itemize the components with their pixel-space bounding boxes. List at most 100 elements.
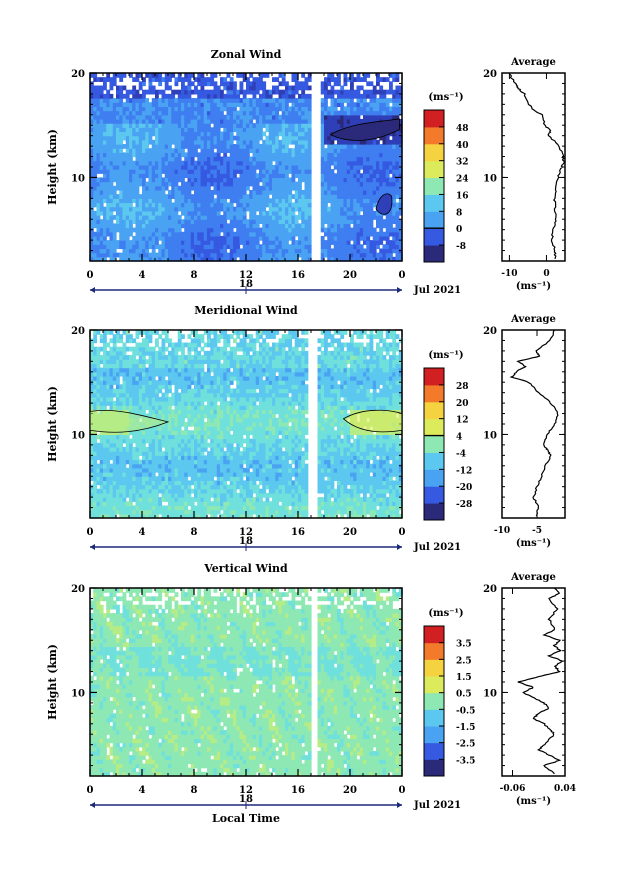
heatmap-cell [135,198,140,204]
heatmap-cell [151,371,156,377]
heatmap-cell [350,110,354,116]
heatmap-cell [366,160,371,166]
heatmap-cell [158,384,163,390]
heatmap-cell [398,244,403,250]
heatmap-cell [174,223,179,229]
heatmap-cell [262,198,267,204]
heatmap-cell [103,346,107,352]
heatmap-cell [129,215,133,220]
heatmap-cell [262,98,267,103]
heatmap-cell [171,131,176,137]
heatmap-cell [379,93,384,99]
heatmap-cell [174,206,179,212]
heatmap-cell [119,223,124,229]
heatmap-cell [307,202,312,208]
heatmap-cell [210,177,215,183]
heatmap-cell [109,118,114,124]
heatmap-cell [145,371,150,377]
heatmap-cell [281,198,286,204]
heatmap-cell [356,77,361,82]
heatmap-cell [307,173,312,179]
heatmap-cell [148,181,153,187]
heatmap-cell [298,244,302,250]
heatmap-cell [135,118,140,124]
heatmap-cell [359,235,364,241]
heatmap-cell [168,110,172,116]
heatmap-cell [138,148,143,153]
heatmap-cell [265,240,270,245]
heatmap-cell [145,350,150,356]
heatmap-cell [129,363,133,369]
heatmap-cell [392,139,397,145]
heatmap-cell [353,181,358,187]
heatmap-cell [197,169,202,174]
heatmap-cell [395,148,400,153]
heatmap-cell [187,93,192,99]
heatmap-cell [366,177,371,183]
heatmap-cell [125,438,130,444]
heatmap-cell [151,219,156,224]
heatmap-cell [207,160,211,166]
heatmap-cell [122,123,127,128]
heatmap-cell [350,106,354,112]
heatmap-cell [262,244,267,250]
heatmap-cell [294,73,299,78]
heatmap-cell [330,144,335,149]
heatmap-cell [158,509,163,515]
heatmap-cell [353,102,358,108]
heatmap-cell [324,227,328,233]
heatmap-cell [363,227,367,233]
heatmap-cell [168,164,172,170]
heatmap-cell [148,355,153,360]
heatmap-cell [207,123,211,128]
heatmap-cell [109,102,114,108]
heatmap-cell [187,202,192,208]
heatmap-cell [119,488,124,494]
heatmap-cell [132,77,137,82]
heatmap-cell [330,106,335,112]
heatmap-cell [164,169,169,174]
heatmap-cell [236,123,241,128]
heatmap-cell [148,252,153,258]
heatmap-cell [112,252,117,258]
heatmap-cell [356,189,361,195]
heatmap-cell [259,198,263,204]
heatmap-cell [210,93,215,99]
heatmap-cell [395,256,400,262]
heatmap-cell [320,114,325,120]
heatmap-cell [90,169,94,174]
heatmap-cell [226,189,231,195]
heatmap-cell [129,152,133,158]
heatmap-cell [93,215,98,220]
heatmap-cell [129,202,133,208]
heatmap-cell [103,215,107,220]
heatmap-cell [155,189,159,195]
heatmap-cell [340,106,345,112]
heatmap-cell [285,118,289,124]
heatmap-cell [129,160,133,166]
heatmap-cell [379,77,384,82]
heatmap-cell [161,426,166,431]
heatmap-cell [268,169,273,174]
heatmap-cell [207,102,211,108]
heatmap-cell [324,173,328,179]
heatmap-cell [90,127,94,133]
heatmap-cell [125,501,130,507]
heatmap-cell [148,114,153,120]
heatmap-cell [330,194,335,199]
heatmap-cell [145,488,150,494]
heatmap-cell [272,240,276,245]
heatmap-cell [112,355,117,360]
heatmap-cell [301,173,306,179]
heatmap-cell [122,173,127,179]
heatmap-cell [320,110,325,116]
heatmap-cell [200,227,205,233]
heatmap-cell [112,334,117,339]
heatmap-cell [194,189,198,195]
heatmap-cell [226,223,231,229]
heatmap-cell [376,215,380,220]
heatmap-cell [103,123,107,128]
heatmap-cell [226,206,231,212]
heatmap-cell [226,127,231,133]
heatmap-cell [158,375,163,381]
